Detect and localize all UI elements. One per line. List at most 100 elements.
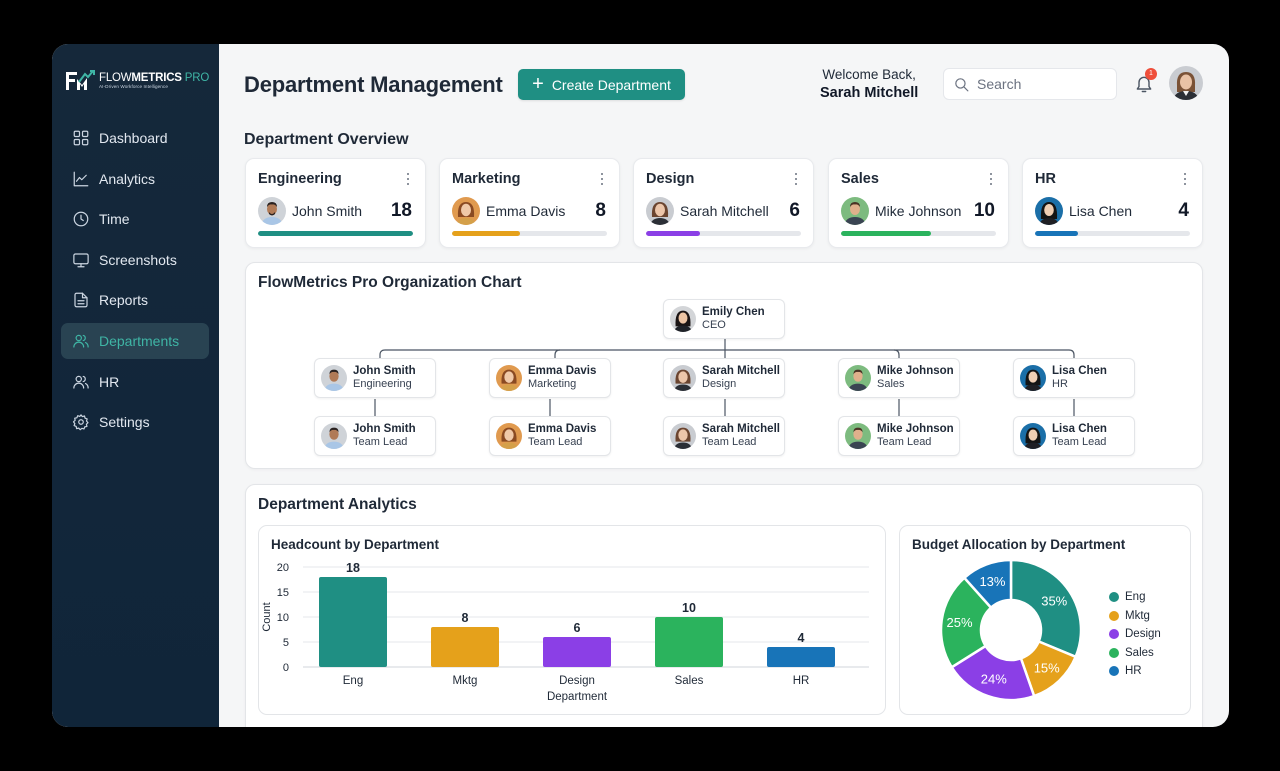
user-name: Sarah Mitchell xyxy=(820,85,919,101)
avatar xyxy=(845,365,871,391)
welcome-line: Welcome Back, xyxy=(822,67,916,82)
svg-text:5: 5 xyxy=(283,637,289,649)
legend-item-hr: HR xyxy=(1109,662,1161,681)
avatar xyxy=(670,365,696,391)
sidebar-item-dashboard[interactable]: Dashboard xyxy=(61,120,209,156)
node-role: Marketing xyxy=(528,378,577,390)
analytics-panel: Department Analytics Headcount by Depart… xyxy=(245,484,1203,727)
lead-name: John Smith xyxy=(292,203,363,219)
slice-sales xyxy=(939,576,993,669)
org-node-marketing-head[interactable]: Emma Davis Marketing xyxy=(489,358,611,398)
budget-chart-title: Budget Allocation by Department xyxy=(912,537,1126,552)
org-node-marketing-lead[interactable]: Emma Davis Team Lead xyxy=(489,416,611,456)
org-node-engineering-head[interactable]: John Smith Engineering xyxy=(314,358,436,398)
avatar xyxy=(1035,197,1063,225)
lead-name: Sarah Mitchell xyxy=(680,203,769,219)
app-window: FLOWMETRICS PRO AI-Driven Workforce Inte… xyxy=(52,44,1229,727)
org-node-sales-head[interactable]: Mike Johnson Sales xyxy=(838,358,960,398)
grid-icon xyxy=(73,130,89,146)
gear-icon xyxy=(72,414,89,431)
more-options-icon[interactable] xyxy=(403,171,413,187)
notifications-button[interactable]: 1 xyxy=(1134,68,1157,96)
bar-design xyxy=(543,637,611,667)
avatar xyxy=(670,423,696,449)
org-node-ceo[interactable]: Emily Chen CEO xyxy=(663,299,785,339)
dept-name: Sales xyxy=(841,171,879,187)
notification-badge: 1 xyxy=(1145,68,1157,80)
dept-card-design[interactable]: Design Sarah Mitchell 6 xyxy=(633,158,814,248)
dept-card-marketing[interactable]: Marketing Emma Davis 8 xyxy=(439,158,620,248)
node-name: Sarah Mitchell xyxy=(702,423,780,435)
brand-name: FLOWMETRICS PRO xyxy=(99,72,210,84)
analytics-title: Department Analytics xyxy=(258,496,417,513)
headcount: 8 xyxy=(595,200,606,221)
node-name: Lisa Chen xyxy=(1052,365,1107,377)
org-node-hr-lead[interactable]: Lisa Chen Team Lead xyxy=(1013,416,1135,456)
node-role: Team Lead xyxy=(353,436,408,448)
sidebar-item-label: HR xyxy=(99,373,120,390)
budget-donut-chart: 35% 15% 24% 25% 13% xyxy=(939,558,1083,702)
more-options-icon[interactable] xyxy=(986,171,996,187)
org-node-hr-head[interactable]: Lisa Chen HR xyxy=(1013,358,1135,398)
svg-text:Count: Count xyxy=(261,602,273,631)
plus-icon: + xyxy=(532,72,544,95)
user-avatar[interactable] xyxy=(1169,66,1203,100)
dept-name: Engineering xyxy=(258,171,342,187)
svg-text:Department: Department xyxy=(547,691,608,703)
sidebar-item-time[interactable]: Time xyxy=(61,201,209,237)
sidebar-item-hr[interactable]: HR xyxy=(61,364,209,400)
headcount: 10 xyxy=(973,200,995,221)
sidebar-item-departments[interactable]: Departments xyxy=(61,322,209,359)
sidebar-item-analytics[interactable]: Analytics xyxy=(61,161,209,197)
logo: FLOWMETRICS PRO AI-Driven Workforce Inte… xyxy=(65,70,209,92)
avatar xyxy=(646,197,674,225)
progress-bar xyxy=(841,231,996,236)
overview-title: Department Overview xyxy=(244,131,409,148)
more-options-icon[interactable] xyxy=(597,171,607,187)
legend-item-eng: Eng xyxy=(1109,588,1161,607)
sidebar-item-settings[interactable]: Settings xyxy=(61,404,209,440)
svg-text:6: 6 xyxy=(574,621,581,635)
org-node-engineering-lead[interactable]: John Smith Team Lead xyxy=(314,416,436,456)
search-box[interactable] xyxy=(943,68,1117,100)
avatar xyxy=(321,365,347,391)
line-chart-icon xyxy=(73,171,89,186)
node-name: John Smith xyxy=(353,423,416,435)
svg-text:10: 10 xyxy=(277,612,289,624)
search-input[interactable] xyxy=(977,76,1107,92)
sidebar-item-screenshots[interactable]: Screenshots xyxy=(61,242,209,278)
more-options-icon[interactable] xyxy=(791,171,801,187)
sidebar-item-reports[interactable]: Reports xyxy=(61,282,209,318)
dept-card-hr[interactable]: HR Lisa Chen 4 xyxy=(1022,158,1203,248)
svg-text:24%: 24% xyxy=(981,672,1007,687)
dept-card-sales[interactable]: Sales Mike Johnson 10 xyxy=(828,158,1009,248)
node-name: Emma Davis xyxy=(528,423,597,435)
main-content: Department Management + Create Departmen… xyxy=(219,44,1229,727)
brand-tagline: AI-Driven Workforce Intelligence xyxy=(99,84,168,89)
users-icon xyxy=(73,375,89,389)
monitor-icon xyxy=(73,253,89,268)
page-title: Department Management xyxy=(244,72,503,97)
avatar xyxy=(841,197,869,225)
dept-name: Design xyxy=(646,171,695,187)
headcount-bar-chart: 20 15 10 5 0 Count 18 Eng 8 Mktg 6 Design 10 Sa… xyxy=(261,561,869,703)
more-options-icon[interactable] xyxy=(1180,171,1190,187)
svg-text:Sales: Sales xyxy=(675,675,704,687)
org-node-sales-lead[interactable]: Mike Johnson Team Lead xyxy=(838,416,960,456)
org-node-design-head[interactable]: Sarah Mitchell Design xyxy=(663,358,785,398)
svg-text:18: 18 xyxy=(346,561,360,575)
bar-eng xyxy=(319,577,387,667)
document-icon xyxy=(74,293,88,308)
org-node-design-lead[interactable]: Sarah Mitchell Team Lead xyxy=(663,416,785,456)
create-department-button[interactable]: + Create Department xyxy=(518,69,685,100)
dept-card-engineering[interactable]: Engineering John Smith 18 xyxy=(245,158,426,248)
node-name: Emma Davis xyxy=(528,365,597,377)
node-name: Mike Johnson xyxy=(877,423,954,435)
legend-item-mktg: Mktg xyxy=(1109,607,1161,626)
svg-text:10: 10 xyxy=(682,601,696,615)
svg-text:Design: Design xyxy=(559,675,595,687)
users-icon xyxy=(73,334,89,348)
legend-item-design: Design xyxy=(1109,625,1161,644)
dept-name: Marketing xyxy=(452,171,521,187)
svg-text:HR: HR xyxy=(793,675,810,687)
